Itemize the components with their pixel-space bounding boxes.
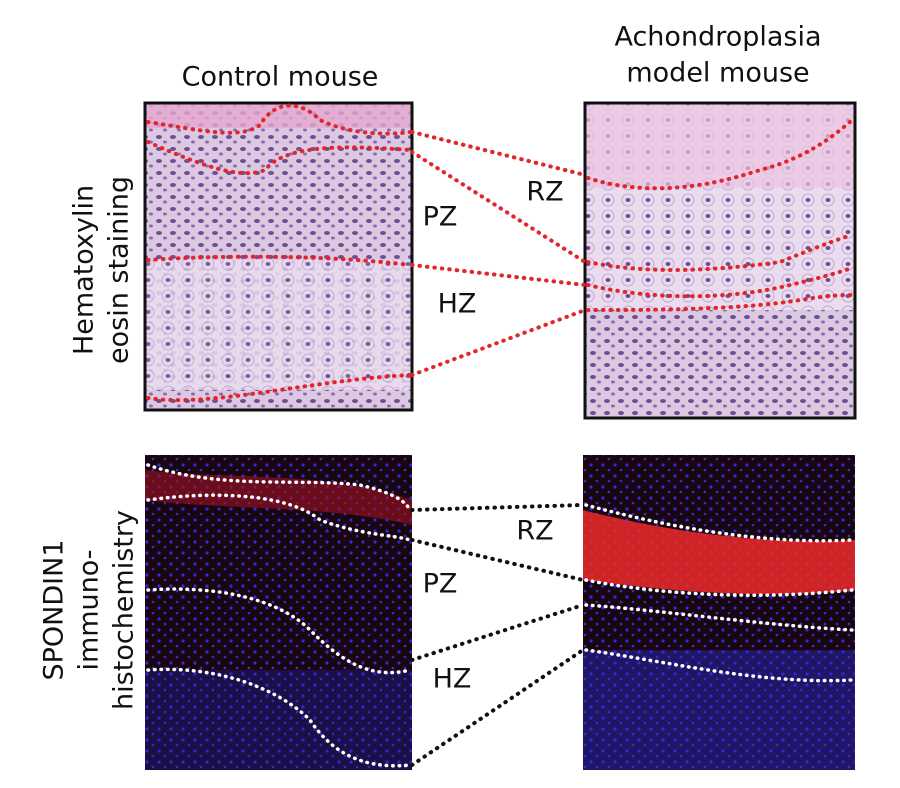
row-label: Hematoxylin (69, 185, 100, 355)
he-control-image (143, 101, 414, 412)
he-achondroplasia-image (583, 101, 857, 420)
zone-label: HZ (433, 664, 472, 695)
row-label: eosin staining (104, 176, 135, 364)
zone-label: RZ (516, 516, 553, 547)
column-label: Control mouse (182, 62, 379, 93)
zone-label: PZ (423, 202, 458, 233)
ihc-control-image (145, 455, 412, 770)
row-label: immuno- (74, 549, 105, 670)
column-label: Achondroplasia (614, 22, 821, 53)
column-label: model mouse (626, 58, 809, 89)
row-label: histochemistry (109, 510, 140, 710)
zone-label: PZ (423, 569, 458, 600)
zone-label: HZ (438, 289, 477, 320)
row-label: SPONDIN1 (39, 540, 70, 681)
ihc-achondroplasia-image (583, 455, 855, 770)
zone-label: RZ (526, 177, 563, 208)
